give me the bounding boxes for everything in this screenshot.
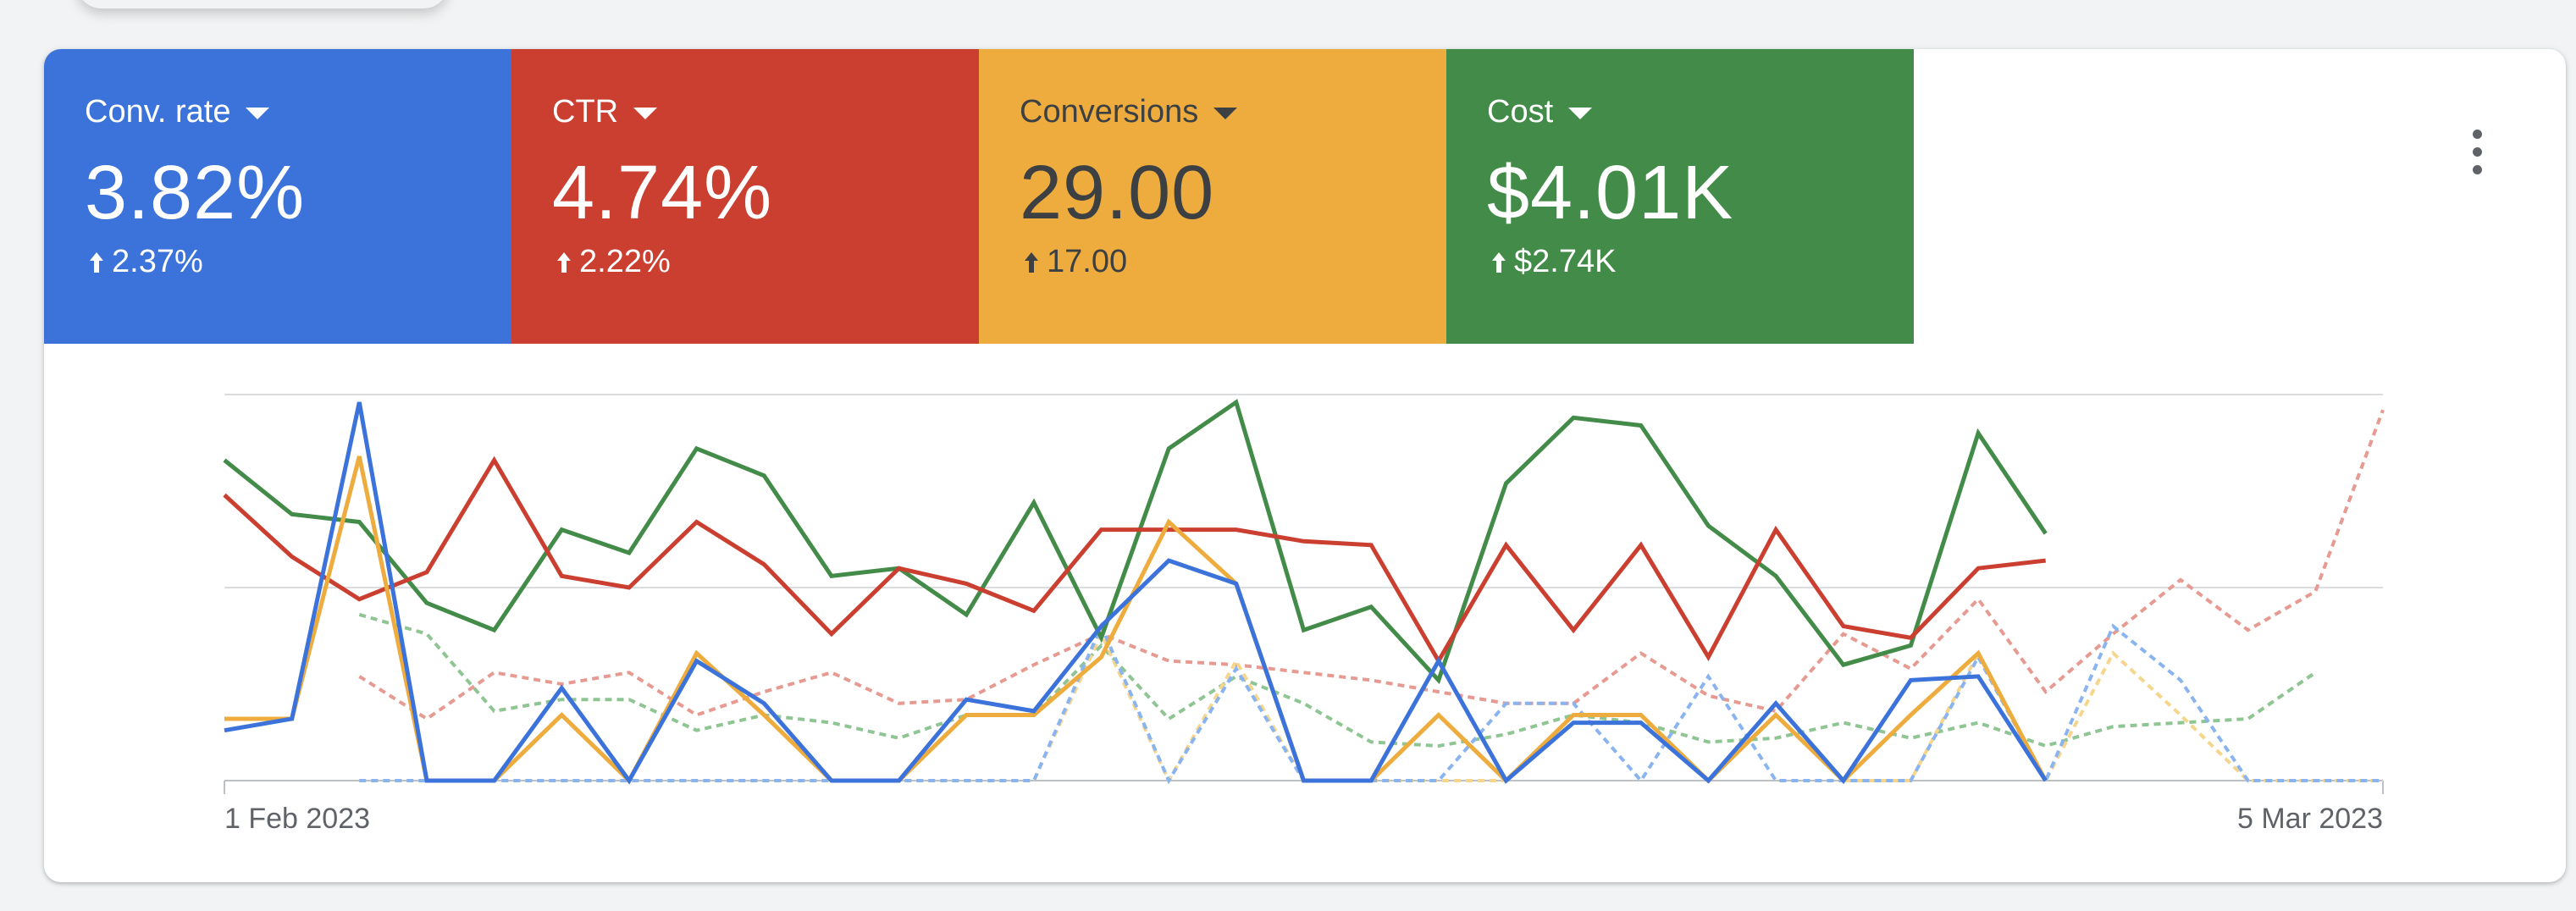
metric-change: 2.22%	[552, 244, 979, 280]
more-vert-dot	[2472, 146, 2482, 157]
more-vert-icon	[2472, 129, 2482, 139]
series-line-conversions-previous-period	[359, 629, 2383, 785]
x-tick-label: 5 Mar 2023	[2237, 803, 2383, 835]
arrow-up-icon	[1025, 251, 1038, 273]
metric-change: 2.37%	[85, 244, 511, 280]
more-options-button[interactable]	[2439, 113, 2515, 190]
more-vert-dot	[2472, 164, 2482, 174]
metric-label: CTR	[552, 94, 619, 130]
series-line-cost	[223, 399, 2048, 685]
metric-change-value: $2.74K	[1514, 244, 1617, 279]
metric-value: 29.00	[1020, 151, 1215, 235]
metric-label: Conv. rate	[85, 94, 231, 130]
metric-change-value: 2.37%	[112, 244, 203, 279]
metric-label: Cost	[1487, 94, 1554, 130]
metric-tile-ctr[interactable]: CTR 4.74% 2.22%	[511, 49, 979, 344]
series-line-conversions	[224, 456, 2048, 785]
caret-down-icon	[246, 108, 270, 119]
metric-selector[interactable]: Cost	[1487, 93, 1914, 130]
series-line-conv-rate-previous-period	[359, 621, 2383, 785]
metric-change-value: 17.00	[1047, 244, 1128, 279]
metric-selector[interactable]: Conv. rate	[85, 93, 511, 130]
top-tab-shadow	[76, 0, 449, 8]
arrow-up-icon	[557, 251, 571, 273]
metric-value: 4.74%	[552, 151, 773, 235]
metric-change: 17.00	[1020, 244, 1446, 280]
metric-selector[interactable]: CTR	[552, 93, 979, 130]
series-line-ctr-previous-period	[358, 409, 2385, 721]
arrow-up-icon	[90, 251, 103, 273]
series-line-conv-rate	[224, 401, 2048, 785]
caret-down-icon	[633, 108, 658, 119]
metric-tile-cost[interactable]: Cost $4.01K $2.74K	[1446, 49, 1914, 344]
metric-label: Conversions	[1020, 94, 1199, 130]
arrow-up-icon	[1492, 251, 1506, 273]
metric-value: $4.01K	[1487, 151, 1734, 235]
line-chart: 1 Feb 2023 5 Mar 2023	[223, 394, 2385, 835]
caret-down-icon	[1568, 108, 1593, 119]
series-line-cost-previous-period	[358, 612, 2317, 748]
metric-tile-conv-rate[interactable]: Conv. rate 3.82% 2.37%	[44, 49, 511, 344]
metric-change-value: 2.22%	[579, 244, 671, 279]
series-line-ctr	[223, 456, 2046, 665]
metric-tiles: Conv. rate 3.82% 2.37% CTR 4.74% 2.22% Convers…	[44, 49, 1914, 344]
metric-value: 3.82%	[85, 151, 306, 235]
performance-card: Conv. rate 3.82% 2.37% CTR 4.74% 2.22% Convers…	[44, 49, 2566, 882]
metric-change: $2.74K	[1487, 244, 1914, 280]
metric-tile-conversions[interactable]: Conversions 29.00 17.00	[979, 49, 1446, 344]
caret-down-icon	[1213, 108, 1238, 119]
metric-selector[interactable]: Conversions	[1020, 93, 1446, 130]
x-tick-label: 1 Feb 2023	[224, 803, 370, 835]
